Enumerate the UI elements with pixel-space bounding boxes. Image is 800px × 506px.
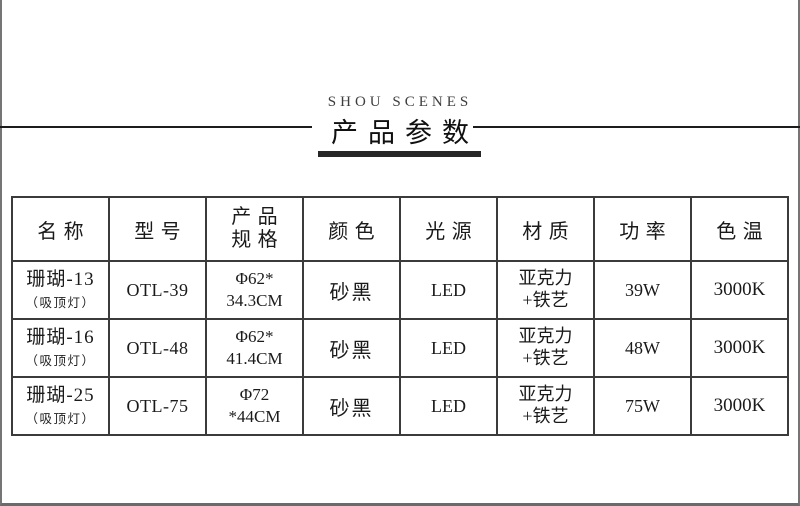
page-title: 产品参数: [331, 118, 479, 148]
table-row: 珊瑚-16 （吸顶灯） OTL-48 Φ62* 41.4CM 砂黑 LED 亚克…: [11, 318, 789, 378]
cell-color: 砂黑: [302, 318, 401, 378]
cell-power: 39W: [593, 260, 692, 320]
cell-model: OTL-75: [108, 376, 207, 436]
cell-power: 48W: [593, 318, 692, 378]
table-row: 珊瑚-13 （吸顶灯） OTL-39 Φ62* 34.3CM 砂黑 LED 亚克…: [11, 260, 789, 320]
cell-material: 亚克力 +铁艺: [496, 318, 595, 378]
column-header-power: 功率: [593, 196, 692, 262]
cell-spec: Φ72 *44CM: [205, 376, 304, 436]
title-rule-right: [473, 126, 800, 128]
table-row: 珊瑚-25 （吸顶灯） OTL-75 Φ72 *44CM 砂黑 LED 亚克力 …: [11, 376, 789, 436]
cell-name: 珊瑚-13 （吸顶灯）: [11, 260, 110, 320]
brand-name: SHOU SCENES: [327, 94, 473, 110]
column-header-model: 型号: [108, 196, 207, 262]
cell-material: 亚克力 +铁艺: [496, 376, 595, 436]
cell-spec: Φ62* 34.3CM: [205, 260, 304, 320]
column-header-name: 名称: [11, 196, 110, 262]
cell-color-temp: 3000K: [690, 376, 789, 436]
cell-color: 砂黑: [302, 376, 401, 436]
cell-name: 珊瑚-25 （吸顶灯）: [11, 376, 110, 436]
product-spec-table: 名称 型号 产品 规格 颜色 光源 材质 功率 色温 珊瑚-13 （吸顶灯） O…: [11, 196, 789, 436]
column-header-material: 材质: [496, 196, 595, 262]
column-header-color-temp: 色温: [690, 196, 789, 262]
cell-model: OTL-39: [108, 260, 207, 320]
column-header-light-source: 光源: [399, 196, 498, 262]
title-underline-bar: [318, 151, 481, 157]
cell-power: 75W: [593, 376, 692, 436]
cell-model: OTL-48: [108, 318, 207, 378]
cell-color: 砂黑: [302, 260, 401, 320]
column-header-spec: 产品 规格: [205, 196, 304, 262]
cell-material: 亚克力 +铁艺: [496, 260, 595, 320]
cell-light-source: LED: [399, 260, 498, 320]
cell-name: 珊瑚-16 （吸顶灯）: [11, 318, 110, 378]
cell-light-source: LED: [399, 318, 498, 378]
cell-spec: Φ62* 41.4CM: [205, 318, 304, 378]
column-header-color: 颜色: [302, 196, 401, 262]
cell-light-source: LED: [399, 376, 498, 436]
table-header-row: 名称 型号 产品 规格 颜色 光源 材质 功率 色温: [11, 196, 789, 262]
cell-color-temp: 3000K: [690, 318, 789, 378]
title-rule-left: [0, 126, 312, 128]
cell-color-temp: 3000K: [690, 260, 789, 320]
